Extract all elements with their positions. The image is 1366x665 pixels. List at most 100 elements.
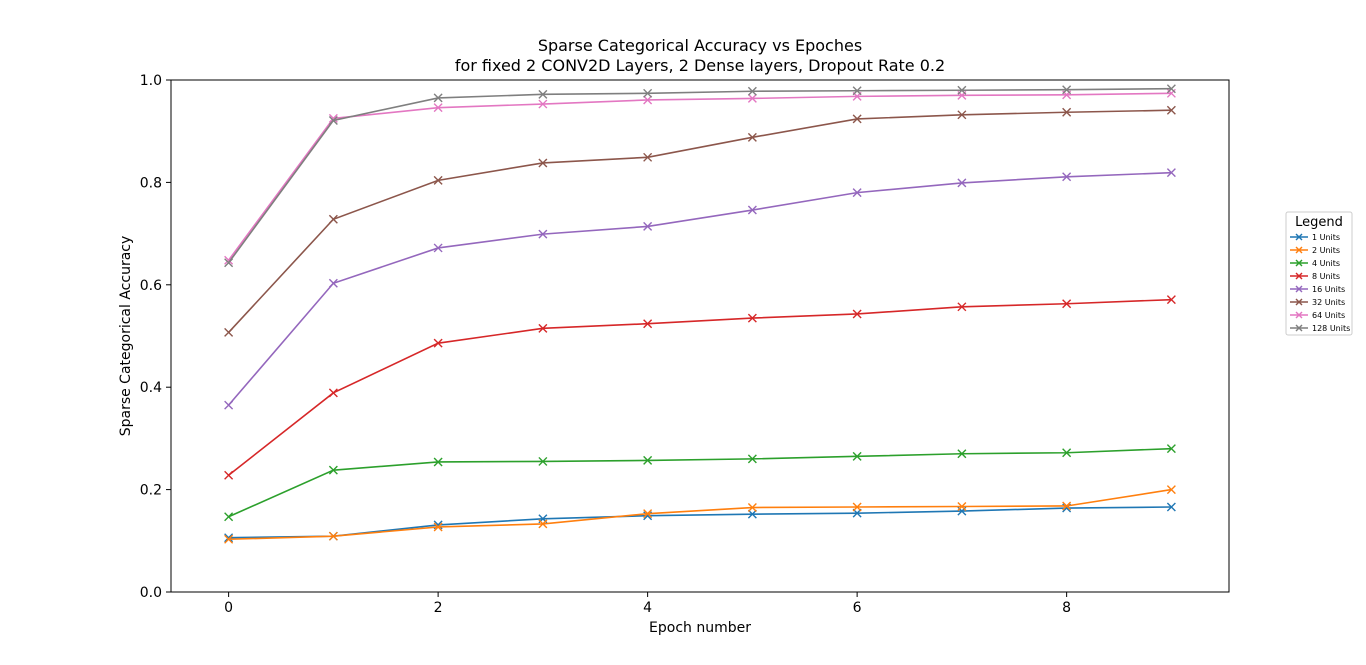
data-point (643, 319, 653, 329)
legend-marker (1295, 298, 1303, 306)
data-point (433, 457, 443, 467)
data-point (433, 243, 443, 253)
y-tick-label: 0.0 (140, 585, 162, 601)
data-point (538, 158, 548, 168)
data-point (747, 132, 757, 142)
legend-marker (1295, 324, 1303, 332)
legend-box (1285, 211, 1353, 336)
data-point (1166, 485, 1176, 495)
data-point (957, 449, 967, 459)
data-point (224, 533, 234, 543)
legend-label: 32 Units (1312, 298, 1345, 307)
legend-marker (1295, 272, 1303, 280)
data-point (224, 512, 234, 522)
data-point (1166, 84, 1176, 94)
x-tick-label: 8 (1062, 600, 1071, 616)
data-point (538, 323, 548, 333)
data-point (852, 502, 862, 512)
series-line (228, 109, 1172, 333)
legend-marker (1295, 233, 1303, 241)
data-point (852, 309, 862, 319)
data-point (643, 88, 653, 98)
legend-title: Legend (1295, 215, 1343, 230)
legend-entry: 16 Units (1290, 285, 1345, 294)
series-line (228, 171, 1172, 406)
data-point (328, 531, 338, 541)
legend-marker (1295, 259, 1303, 267)
data-point (433, 338, 443, 348)
data-point (538, 519, 548, 529)
data-point (433, 93, 443, 103)
data-point (1062, 501, 1072, 511)
x-tick-label: 0 (224, 600, 233, 616)
data-point (1062, 299, 1072, 309)
data-point (1062, 172, 1072, 182)
legend-entry: 128 Units (1290, 324, 1350, 333)
data-point (852, 114, 862, 124)
series-1-units (224, 502, 1176, 543)
data-point (538, 99, 548, 109)
legend-marker (1295, 311, 1303, 319)
x-tick-label: 2 (434, 600, 443, 616)
series-line (227, 87, 1172, 264)
y-tick-label: 1.0 (140, 73, 162, 89)
data-point (328, 113, 338, 123)
legend-entry: 2 Units (1290, 246, 1340, 255)
data-point (433, 175, 443, 185)
series-4-units (224, 444, 1176, 522)
x-axis-label: Epoch number (649, 620, 751, 636)
plot-area: 0 2 4 6 8 0.0 0.2 0.4 0.6 0.8 1.0 (140, 73, 1176, 616)
data-point (747, 205, 757, 215)
legend-label: 128 Units (1312, 324, 1350, 333)
legend-marker (1295, 246, 1303, 254)
data-point (1062, 85, 1072, 95)
y-tick-label: 0.6 (140, 278, 162, 294)
y-tick-label: 0.2 (140, 483, 162, 499)
data-point (538, 456, 548, 466)
legend-label: 2 Units (1312, 246, 1340, 255)
legend-label: 8 Units (1312, 272, 1340, 281)
data-point (957, 110, 967, 120)
data-point (747, 509, 757, 519)
legend-marker (1295, 285, 1303, 293)
series-64-units (224, 88, 1176, 265)
y-tick-label: 0.4 (140, 380, 162, 396)
series-line (228, 488, 1172, 541)
series-2-units (224, 485, 1176, 544)
data-point (643, 152, 653, 162)
data-point (1166, 105, 1176, 115)
data-point (224, 327, 234, 337)
y-axis-label: Sparse Categorical Accuracy (118, 236, 134, 437)
data-point (643, 455, 653, 465)
data-point (224, 470, 234, 480)
x-tick-label: 6 (853, 600, 862, 616)
plot-frame (170, 79, 1230, 593)
data-point (1062, 107, 1072, 117)
data-point (1062, 448, 1072, 458)
data-point (747, 454, 757, 464)
legend-label: 64 Units (1312, 311, 1345, 320)
data-point (957, 502, 967, 511)
series-32-units (224, 105, 1176, 337)
series-16-units (224, 168, 1176, 410)
data-point (328, 388, 338, 398)
legend-entry: 1 Units (1290, 233, 1340, 242)
data-point (852, 188, 862, 198)
data-point (328, 115, 338, 125)
data-point (328, 465, 338, 475)
data-point (747, 503, 757, 513)
data-point (957, 302, 967, 312)
data-point (433, 522, 443, 532)
data-point (1166, 295, 1176, 305)
legend-entry: 32 Units (1290, 298, 1345, 307)
y-tick-label: 0.8 (140, 175, 162, 191)
data-point (643, 221, 653, 231)
series-line (228, 447, 1172, 518)
data-point (1166, 168, 1176, 178)
data-point (747, 93, 757, 103)
data-point (538, 229, 548, 239)
legend-entry: 4 Units (1290, 259, 1340, 268)
data-point (747, 313, 757, 323)
data-point (224, 534, 234, 544)
